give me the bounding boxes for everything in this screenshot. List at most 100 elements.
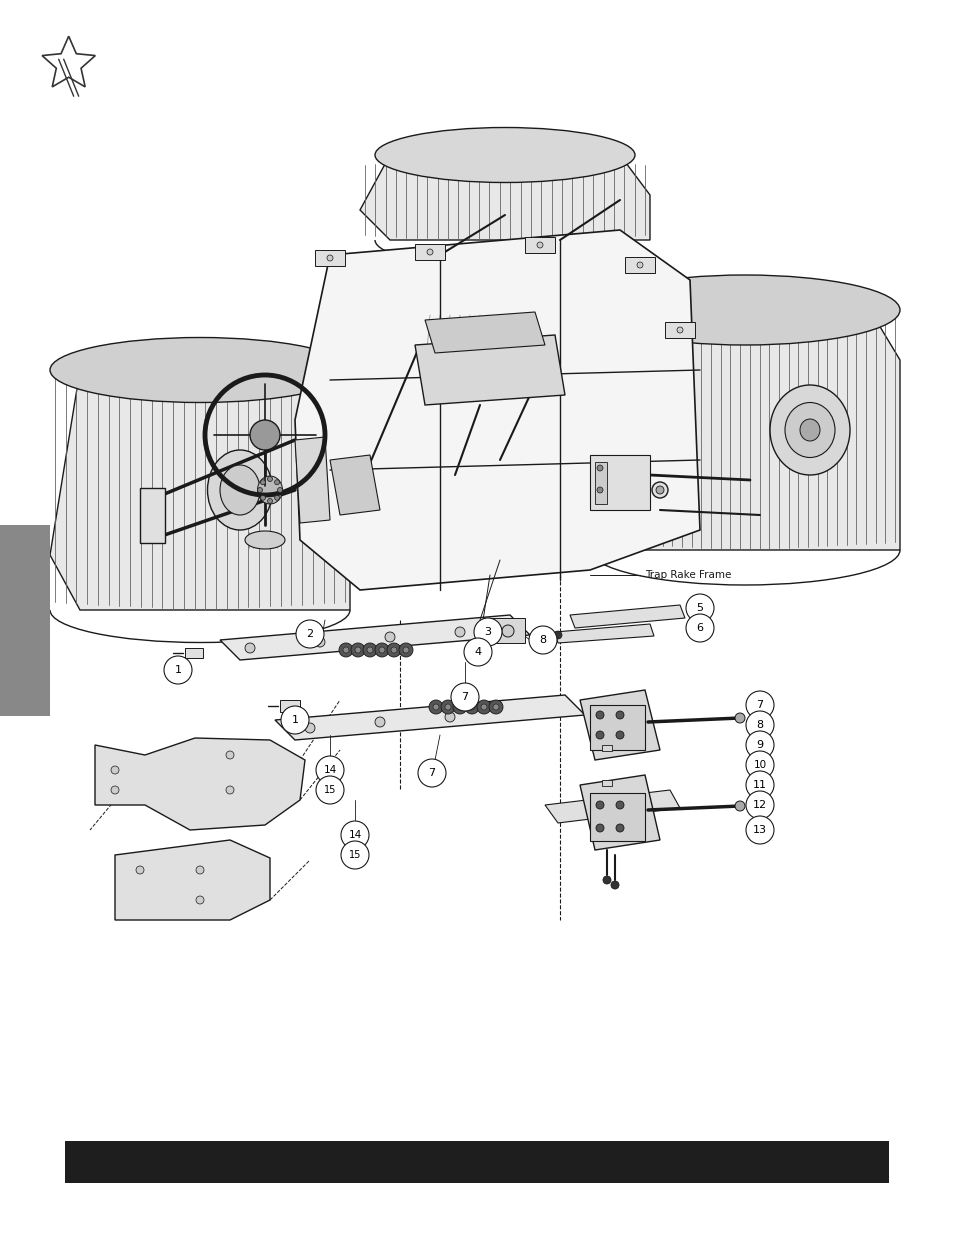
- Circle shape: [685, 594, 713, 622]
- Bar: [664, 322, 695, 338]
- Bar: [624, 257, 655, 273]
- Circle shape: [476, 700, 491, 714]
- Bar: [595, 462, 606, 504]
- Ellipse shape: [784, 403, 834, 457]
- Text: 13: 13: [752, 825, 766, 835]
- Circle shape: [343, 647, 349, 653]
- Bar: [601, 745, 612, 751]
- Circle shape: [745, 751, 773, 779]
- Circle shape: [378, 647, 385, 653]
- Circle shape: [745, 816, 773, 844]
- Ellipse shape: [245, 531, 285, 550]
- Text: 9: 9: [756, 740, 762, 750]
- Circle shape: [375, 718, 385, 727]
- Polygon shape: [294, 230, 700, 590]
- Circle shape: [367, 647, 373, 653]
- Circle shape: [429, 700, 442, 714]
- Polygon shape: [359, 156, 649, 240]
- Circle shape: [111, 785, 119, 794]
- Text: 8: 8: [538, 635, 546, 645]
- Circle shape: [745, 790, 773, 819]
- Bar: [140, 488, 165, 543]
- Circle shape: [363, 643, 376, 657]
- Circle shape: [455, 627, 464, 637]
- Circle shape: [616, 731, 623, 739]
- Ellipse shape: [375, 127, 635, 183]
- Text: 1: 1: [174, 664, 181, 676]
- Circle shape: [685, 614, 713, 642]
- Polygon shape: [415, 335, 564, 405]
- Ellipse shape: [257, 475, 282, 504]
- Bar: [65, 1141, 888, 1183]
- Text: 15: 15: [323, 785, 335, 795]
- Bar: [601, 781, 612, 785]
- Circle shape: [427, 249, 433, 254]
- Polygon shape: [330, 454, 379, 515]
- Circle shape: [440, 700, 455, 714]
- Circle shape: [602, 876, 610, 884]
- Text: 4: 4: [474, 647, 481, 657]
- Circle shape: [315, 756, 344, 784]
- Circle shape: [267, 477, 273, 482]
- Circle shape: [195, 866, 204, 874]
- Circle shape: [637, 262, 642, 268]
- Circle shape: [277, 488, 282, 493]
- Text: 6: 6: [696, 622, 702, 634]
- Polygon shape: [579, 776, 659, 850]
- Bar: [589, 793, 644, 841]
- Text: Trap Rake Frame: Trap Rake Frame: [644, 571, 731, 580]
- Polygon shape: [424, 312, 544, 353]
- Text: 14: 14: [348, 830, 361, 840]
- Text: 7: 7: [428, 768, 436, 778]
- Bar: [314, 249, 345, 266]
- Circle shape: [456, 704, 462, 710]
- Ellipse shape: [800, 419, 820, 441]
- Polygon shape: [569, 605, 684, 629]
- Circle shape: [451, 683, 478, 711]
- Circle shape: [195, 897, 204, 904]
- Circle shape: [745, 711, 773, 739]
- Text: 12: 12: [752, 800, 766, 810]
- Polygon shape: [220, 615, 530, 659]
- Polygon shape: [50, 370, 350, 610]
- Circle shape: [537, 242, 542, 248]
- Circle shape: [257, 488, 262, 493]
- Circle shape: [554, 631, 561, 638]
- Text: 7: 7: [461, 692, 468, 701]
- Circle shape: [616, 802, 623, 809]
- Polygon shape: [294, 437, 330, 522]
- Circle shape: [245, 643, 254, 653]
- Circle shape: [226, 785, 233, 794]
- Circle shape: [338, 643, 353, 657]
- Bar: [185, 648, 203, 658]
- Circle shape: [529, 626, 557, 655]
- Polygon shape: [544, 790, 679, 823]
- Circle shape: [745, 771, 773, 799]
- Circle shape: [387, 643, 400, 657]
- Ellipse shape: [769, 385, 849, 475]
- Circle shape: [417, 760, 446, 787]
- Circle shape: [260, 495, 265, 500]
- Ellipse shape: [220, 466, 260, 515]
- Circle shape: [610, 881, 618, 889]
- Circle shape: [385, 632, 395, 642]
- Bar: [415, 245, 444, 261]
- Circle shape: [315, 776, 344, 804]
- Bar: [524, 237, 555, 253]
- Circle shape: [453, 700, 467, 714]
- Circle shape: [402, 647, 409, 653]
- Text: 10: 10: [753, 760, 766, 769]
- Circle shape: [480, 704, 486, 710]
- Circle shape: [469, 704, 475, 710]
- Circle shape: [464, 700, 478, 714]
- Polygon shape: [115, 840, 270, 920]
- Circle shape: [295, 620, 324, 648]
- Ellipse shape: [589, 275, 899, 345]
- Text: 1: 1: [292, 715, 298, 725]
- Circle shape: [375, 643, 389, 657]
- Circle shape: [305, 722, 314, 734]
- Polygon shape: [579, 690, 659, 760]
- Circle shape: [745, 692, 773, 719]
- Circle shape: [677, 327, 682, 333]
- Bar: [589, 705, 644, 750]
